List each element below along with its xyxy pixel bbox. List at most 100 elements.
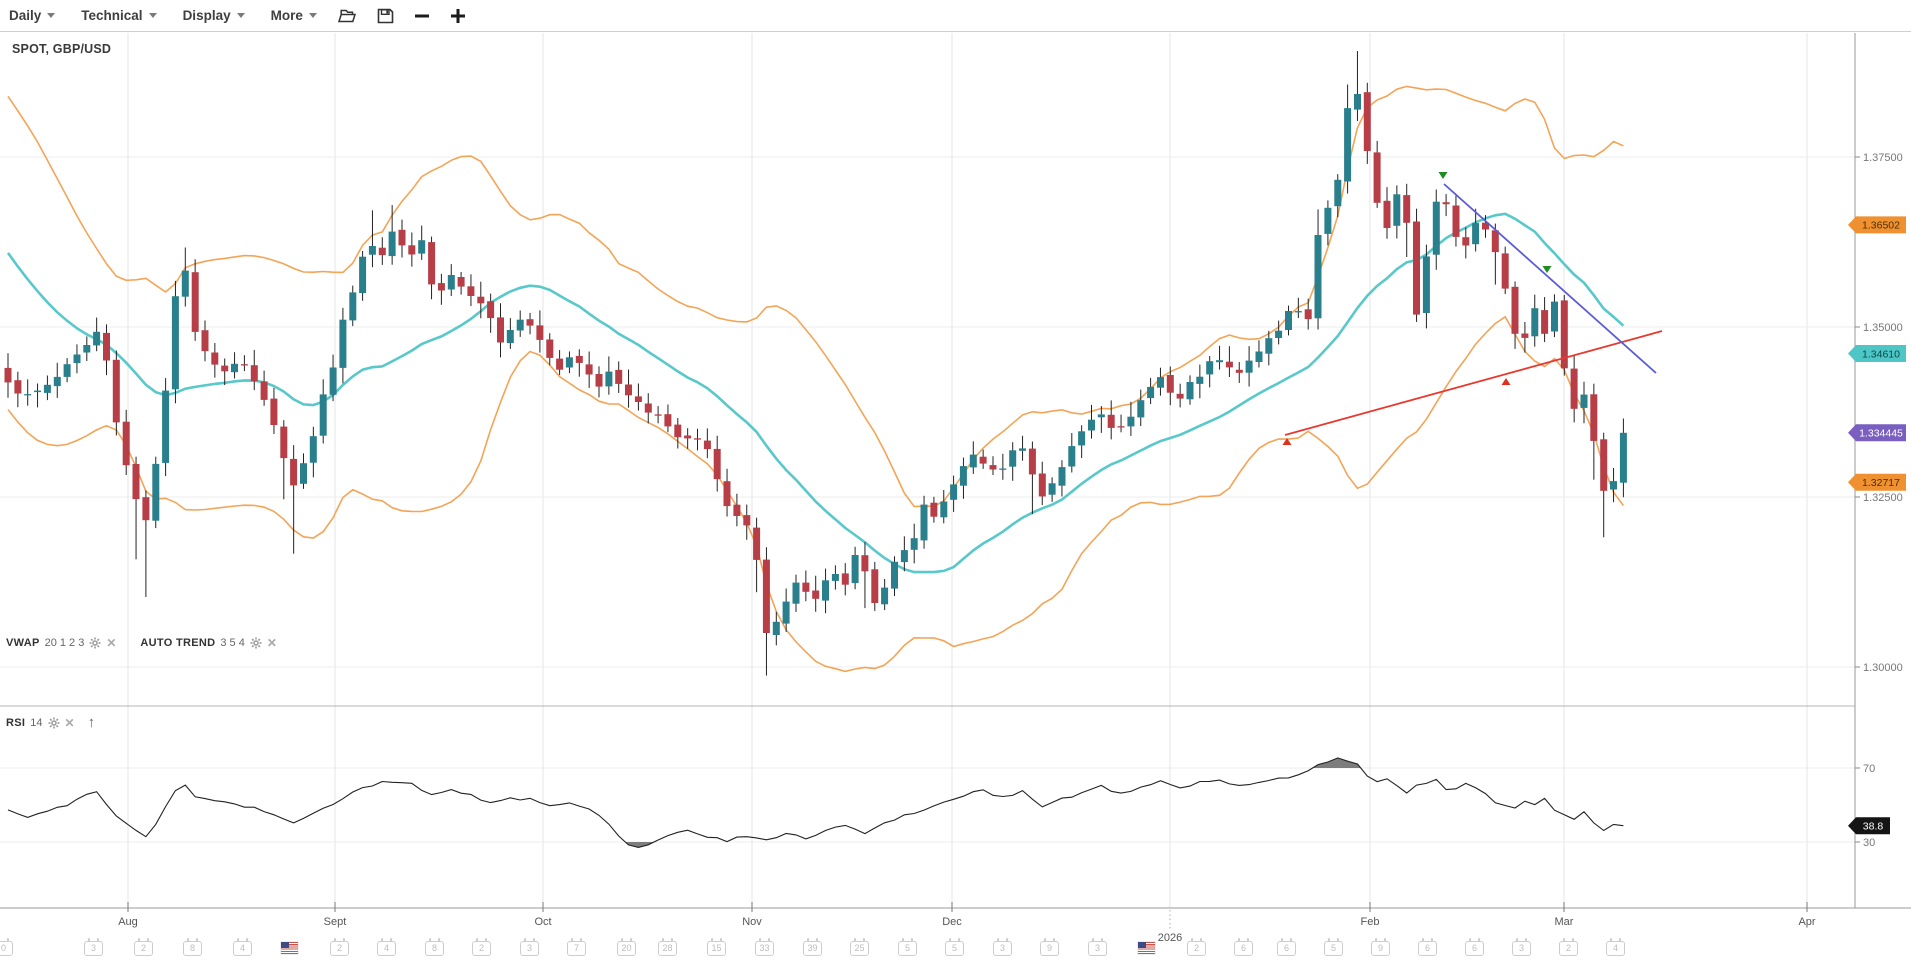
calendar-event-icon[interactable]: 2: [134, 938, 153, 956]
candle-body: [34, 390, 41, 393]
rsi-line: [7, 757, 1624, 848]
vwap-settings-gear-icon[interactable]: [89, 637, 101, 649]
candle-body: [1403, 195, 1411, 223]
calendar-event-icon[interactable]: 39: [803, 938, 822, 956]
candle-body: [1019, 448, 1026, 451]
candle-body: [1285, 311, 1292, 330]
calendar-event-icon[interactable]: 6: [1465, 938, 1484, 956]
candle-body: [881, 587, 889, 605]
calendar-event-icon[interactable]: 5: [1324, 938, 1343, 956]
candle-body: [743, 515, 751, 526]
us-flag-event-icon[interactable]: [281, 942, 298, 954]
month-label: Mar: [1555, 916, 1574, 928]
candle-body: [428, 242, 436, 285]
menu-more[interactable]: More: [271, 8, 317, 23]
candle-body: [103, 332, 110, 361]
candle-body: [969, 454, 977, 468]
candle-body: [1354, 94, 1361, 110]
candle-body: [1028, 448, 1036, 475]
candle-body: [359, 256, 367, 294]
calendar-event-icon[interactable]: 33: [755, 938, 774, 956]
calendar-event-icon[interactable]: 5: [945, 938, 964, 956]
calendar-event-icon[interactable]: 8: [425, 938, 444, 956]
symbol-title: SPOT, GBP/USD: [12, 42, 112, 56]
zoom-in-icon[interactable]: [450, 8, 466, 24]
candle-body: [260, 381, 268, 400]
candle-body: [536, 325, 544, 340]
candle-body: [723, 481, 731, 507]
calendar-event-icon[interactable]: 3: [1512, 938, 1531, 956]
rsi-move-up-icon[interactable]: ↑: [87, 714, 96, 731]
calendar-event-icon[interactable]: 5: [898, 938, 917, 956]
candle-body: [733, 504, 741, 516]
candle-body: [1166, 375, 1174, 393]
calendar-event-icon[interactable]: 28: [658, 938, 677, 956]
calendar-event-icon[interactable]: 3: [84, 938, 103, 956]
candle-body: [388, 231, 396, 257]
calendar-event-icon[interactable]: 7: [567, 938, 586, 956]
calendar-event-icon[interactable]: 2: [1187, 938, 1206, 956]
candle-body: [1422, 256, 1430, 313]
calendar-event-icon[interactable]: 8: [183, 938, 202, 956]
axes: 1.37500 1.35000 1.32500 1.30000 70 30 Aug Sept O…: [0, 33, 1911, 944]
calendar-event-icon[interactable]: 0: [0, 938, 13, 956]
candle-body: [1088, 419, 1095, 431]
menu-display[interactable]: Display: [183, 8, 245, 23]
calendar-event-icon[interactable]: 3: [1088, 938, 1107, 956]
month-label: Nov: [742, 916, 762, 928]
candle-body: [1590, 394, 1598, 441]
calendar-event-icon[interactable]: 15: [707, 938, 726, 956]
us-flag-event-icon[interactable]: [1138, 942, 1155, 954]
auto-trend-line-0[interactable]: [1284, 330, 1663, 436]
candle-body: [516, 319, 524, 331]
candle-body: [467, 286, 475, 296]
candle-body: [1580, 394, 1588, 408]
candle-body: [664, 414, 672, 427]
vwap-params: 20 1 2 3: [44, 637, 85, 649]
candle-body: [1048, 483, 1056, 495]
calendar-event-icon[interactable]: 2: [472, 938, 491, 956]
calendar-event-icon[interactable]: 4: [377, 938, 396, 956]
calendar-event-icon[interactable]: 4: [1606, 938, 1625, 956]
calendar-event-icon[interactable]: 25: [850, 938, 869, 956]
calendar-event-icon[interactable]: 3: [993, 938, 1012, 956]
menu-daily-label: Daily: [9, 8, 42, 23]
calendar-event-icon[interactable]: 9: [1371, 938, 1390, 956]
candle-body: [250, 365, 258, 382]
open-folder-icon[interactable]: [337, 8, 357, 24]
zoom-out-icon[interactable]: [414, 8, 430, 24]
vwap-close-icon[interactable]: ✕: [106, 636, 117, 650]
calendar-event-icon[interactable]: 4: [233, 938, 252, 956]
triangle-up-marker: [1282, 438, 1292, 445]
candle-body: [1147, 386, 1155, 399]
rsi-settings-gear-icon[interactable]: [48, 717, 60, 729]
candle-body: [73, 354, 81, 364]
candle-body: [63, 364, 71, 377]
candle-body: [644, 403, 652, 413]
candle-body: [83, 345, 91, 353]
calendar-event-icon[interactable]: 6: [1234, 938, 1253, 956]
auto-trend-settings-gear-icon[interactable]: [250, 637, 262, 649]
menu-technical[interactable]: Technical: [81, 8, 157, 23]
candle-body: [831, 574, 839, 581]
candle-body: [152, 463, 160, 521]
calendar-event-icon[interactable]: 6: [1277, 938, 1296, 956]
auto-trend-line-1[interactable]: [1443, 183, 1657, 374]
auto-trend-close-icon[interactable]: ✕: [266, 636, 277, 650]
candle-body: [1570, 368, 1578, 409]
calendar-event-icon[interactable]: 3: [520, 938, 539, 956]
candle-body: [319, 394, 327, 436]
candle-body: [772, 621, 780, 635]
calendar-event-icon[interactable]: 6: [1418, 938, 1437, 956]
price-badge: 1.32717: [1848, 473, 1906, 491]
candle-body: [802, 582, 810, 592]
candle-body: [418, 240, 426, 254]
menu-daily[interactable]: Daily: [9, 8, 56, 23]
rsi-close-icon[interactable]: ✕: [64, 716, 75, 730]
calendar-event-icon[interactable]: 2: [330, 938, 349, 956]
calendar-event-icon[interactable]: 9: [1040, 938, 1059, 956]
save-icon[interactable]: [377, 8, 394, 24]
calendar-event-icon[interactable]: 2: [1559, 938, 1578, 956]
calendar-event-icon[interactable]: 20: [617, 938, 636, 956]
